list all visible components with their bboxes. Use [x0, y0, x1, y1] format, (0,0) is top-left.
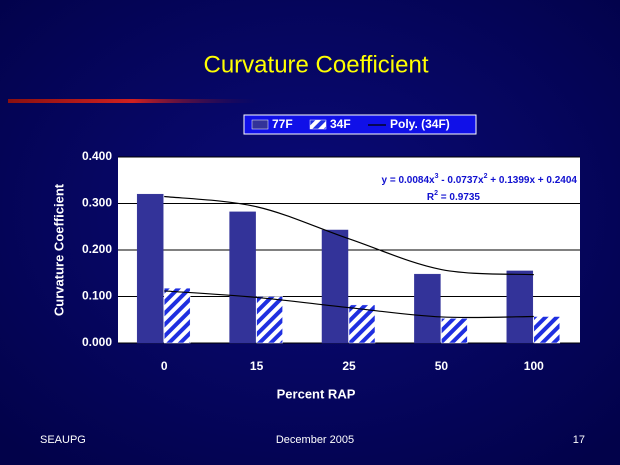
y-axis-label: Curvature Coefficient	[51, 183, 66, 316]
text-part: 2	[434, 190, 438, 197]
footer-left: SEAUPG	[40, 434, 86, 446]
text-part: y = 0.0084x	[382, 175, 436, 186]
y-tick-label: 0.300	[82, 196, 112, 210]
y-tick-label: 0.100	[82, 289, 112, 303]
trendline	[164, 195, 534, 276]
x-tick-label: 100	[524, 359, 544, 373]
bar	[229, 211, 256, 344]
y-tick-label: 0.400	[82, 149, 112, 163]
r-squared: R2 = 0.9735	[427, 190, 481, 202]
bar	[533, 316, 561, 344]
bar	[163, 287, 191, 344]
x-tick-label: 50	[435, 359, 449, 373]
legend-label: 77F	[272, 117, 293, 131]
trendline	[164, 290, 534, 319]
text-part: 3	[435, 173, 439, 180]
y-tick-label: 0.000	[82, 335, 112, 349]
chart-title: Curvature Coefficient	[204, 51, 429, 78]
x-tick-label: 15	[250, 359, 264, 373]
decor-line	[8, 99, 258, 103]
text-part: - 0.0737x	[439, 175, 484, 186]
legend-swatch	[309, 119, 327, 130]
text-part: 2	[484, 173, 488, 180]
bar	[414, 273, 441, 344]
footer-right: 17	[573, 434, 585, 446]
footer-center: December 2005	[276, 434, 354, 446]
text-part: R	[427, 192, 435, 203]
x-tick-label: 25	[342, 359, 356, 373]
trend-equation: y = 0.0084x3 - 0.0737x2 + 0.1399x + 0.24…	[382, 173, 578, 185]
bar	[321, 229, 349, 344]
bar	[506, 270, 534, 344]
bar	[256, 296, 283, 344]
legend-label: Poly. (34F)	[390, 117, 450, 131]
legend	[243, 114, 477, 135]
bar	[348, 304, 376, 344]
legend-label: 34F	[330, 117, 351, 131]
text-part: = 0.9735	[438, 192, 480, 203]
text-part: + 0.1399x + 0.2404	[487, 175, 577, 186]
legend-swatch	[251, 119, 269, 130]
y-tick-label: 0.200	[82, 242, 112, 256]
x-tick-label: 0	[161, 359, 168, 373]
bar	[441, 318, 468, 344]
bar	[136, 193, 164, 344]
x-axis-label: Percent RAP	[277, 386, 356, 401]
